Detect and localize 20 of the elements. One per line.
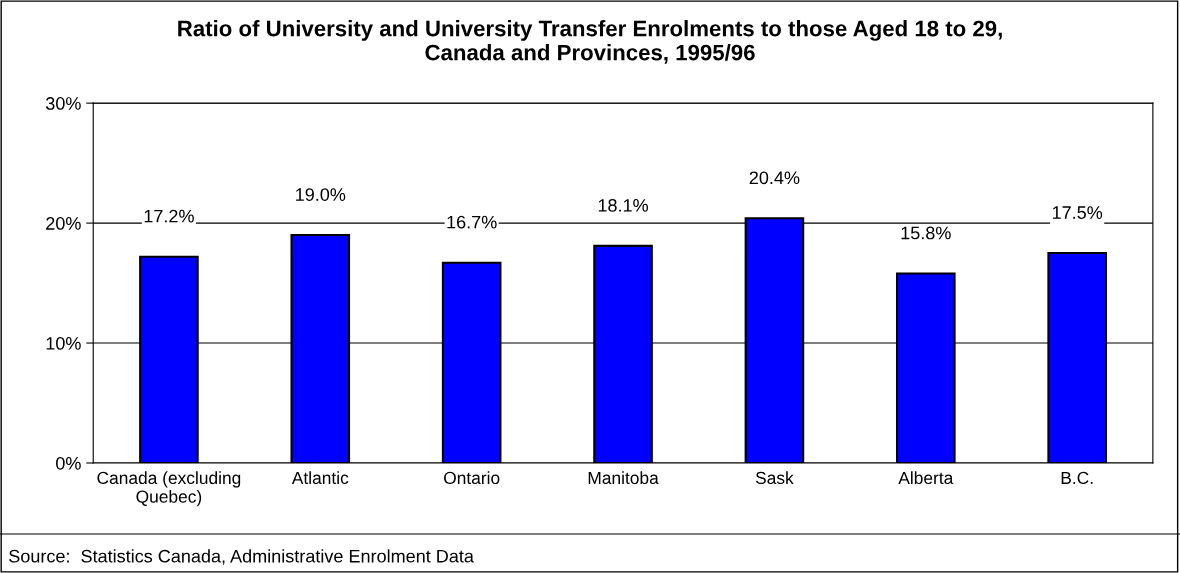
x-tick-label: Alberta (898, 471, 954, 485)
y-tick-label: 10% (46, 336, 81, 350)
y-tick-label: 20% (46, 217, 81, 230)
data-label: 17.5% (1052, 206, 1103, 219)
x-tick-label: B.C. (1061, 471, 1093, 485)
data-label: 16.7% (447, 215, 497, 229)
data-label: 20.4% (749, 171, 800, 185)
data-label: 17.2% (144, 209, 194, 223)
x-tick-label: Canada (excluding Quebec) (97, 471, 241, 507)
source-note: Source: Statistics Canada, Administrative Enrolment Data (9, 549, 474, 565)
x-tick-label: Ontario (444, 471, 500, 485)
data-label: 15.8% (901, 226, 951, 240)
x-tick-label: Atlantic (291, 471, 349, 485)
data-label: 19.0% (296, 188, 346, 201)
y-tick-label: 0% (56, 456, 81, 470)
data-label: 18.1% (598, 198, 648, 212)
x-tick-label: Manitoba (588, 471, 659, 485)
chart-title: Ratio of University and University Transfer Enrolments to those Aged 18 to 29, Canada and Provinces, 1995/96 (178, 20, 1002, 64)
y-tick-label: 30% (45, 97, 81, 110)
x-tick-label: Sask (755, 471, 794, 485)
